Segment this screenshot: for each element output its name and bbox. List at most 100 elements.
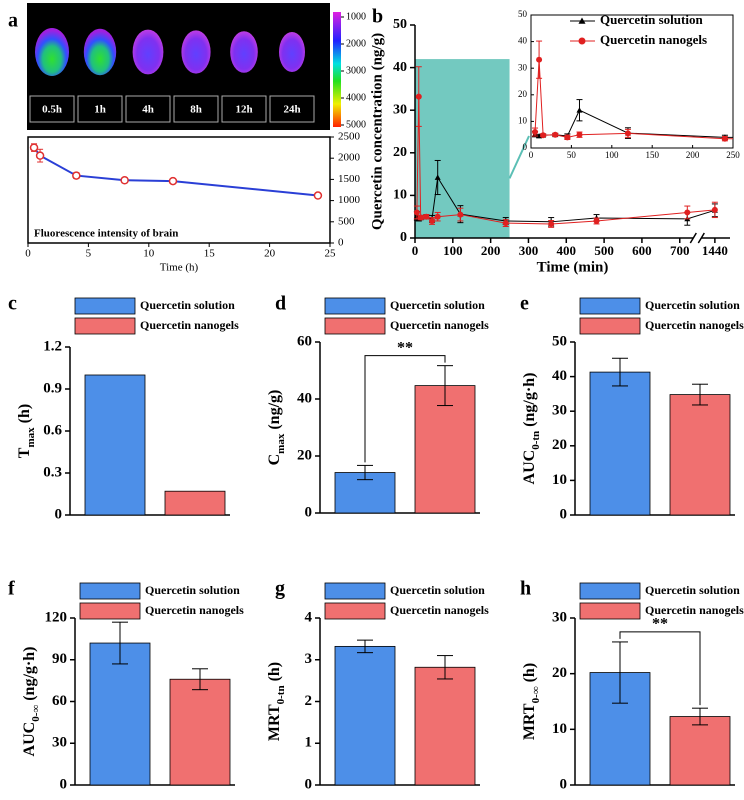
y-tick-label: 30	[52, 735, 67, 751]
legend-swatch	[74, 317, 136, 335]
colorbar-label: 1000	[346, 11, 366, 22]
marker	[434, 174, 441, 180]
annotation: Fluorescence intensity of brain	[34, 228, 178, 240]
y-label-sub: max	[275, 433, 287, 454]
x-tick-label: 10	[143, 248, 155, 260]
y-tick-label: 0	[400, 230, 407, 245]
y-tick-label: 20	[297, 447, 312, 463]
y-tick-label: 10	[552, 472, 567, 488]
time-label: 4h	[142, 104, 154, 116]
x-tick-label: 500	[594, 243, 614, 258]
legend-label: Quercetin solution	[600, 12, 703, 27]
x-axis-label: Time (h)	[160, 262, 199, 274]
y-label-unit: (ng/g)	[266, 390, 283, 430]
marker	[576, 107, 583, 113]
marker	[502, 220, 509, 227]
y-label-main: AUC	[21, 722, 38, 757]
marker	[578, 17, 586, 24]
legend-swatch	[79, 602, 141, 620]
x-tick-label: 300	[519, 243, 539, 258]
colorbar-label: 3000	[346, 65, 366, 76]
y-label-main: C	[266, 454, 283, 466]
y-tick-label: 2000	[338, 152, 361, 164]
y-tick-label: 1.2	[43, 338, 62, 354]
legend-swatch	[579, 317, 641, 335]
label-box	[29, 95, 75, 123]
marker	[72, 171, 81, 180]
bar	[89, 642, 151, 786]
time-label: 8h	[190, 104, 202, 116]
legend-label: Quercetin nanogels	[140, 318, 239, 332]
label-box	[173, 95, 219, 123]
panel-letter: b	[372, 6, 383, 28]
brain-image	[279, 32, 305, 72]
y-label-main: MRT	[266, 704, 283, 741]
legend-label: Quercetin solution	[645, 298, 740, 312]
marker	[711, 206, 718, 213]
panel-letter: d	[275, 293, 286, 315]
y-tick-label: 1	[305, 735, 313, 751]
bar	[589, 371, 651, 516]
legend-label: Quercetin nanogels	[145, 603, 244, 617]
marker	[29, 143, 39, 152]
bar	[169, 678, 231, 786]
y-label-main: T	[16, 447, 33, 458]
colorbar-label: 4000	[346, 92, 366, 103]
y-label-sub: 0-tn	[530, 431, 542, 450]
significance: **	[652, 616, 668, 633]
axis-break	[689, 232, 697, 244]
marker	[417, 214, 424, 221]
y-tick-label: 0	[560, 776, 568, 792]
x-tick-label: 0	[412, 243, 419, 258]
axis-break	[697, 232, 705, 244]
inset-y-tick-label: 30	[518, 62, 528, 72]
inset-y-tick-label: 0	[523, 142, 528, 152]
y-label-unit: (h)	[16, 404, 33, 424]
y-label-unit: (h)	[266, 662, 283, 682]
marker	[564, 134, 571, 141]
legend-swatch	[579, 582, 641, 600]
data-line	[416, 96, 715, 225]
brain-image	[181, 30, 211, 74]
x-tick-label: 20	[264, 248, 276, 260]
panel-letter: c	[8, 293, 17, 315]
inset-x-tick-label: 100	[605, 150, 619, 160]
y-tick-label: 10	[552, 721, 567, 737]
y-axis-label: Cmax (ng/g)	[266, 390, 287, 466]
y-tick-label: 2	[305, 693, 313, 709]
y-tick-label: 60	[297, 333, 312, 349]
significance-bracket	[619, 631, 701, 706]
marker	[578, 37, 586, 45]
label-box	[125, 95, 171, 123]
marker	[313, 191, 323, 200]
y-tick-label: 1000	[338, 194, 361, 206]
y-label-sub: 0-∞	[30, 705, 42, 722]
bar	[164, 490, 226, 516]
inset-x-tick-label: 0	[529, 150, 534, 160]
x-tick-label: 25	[325, 248, 337, 260]
y-tick-label: 0	[305, 504, 313, 520]
label-box	[269, 95, 315, 123]
brain-image	[230, 31, 258, 73]
time-label: 24h	[283, 104, 300, 116]
inset-y-tick-label: 10	[518, 115, 528, 125]
y-label-unit: (ng/g·h)	[521, 373, 538, 427]
inset-y-tick-label: 40	[518, 36, 528, 46]
bar	[669, 394, 731, 516]
panel-letter: e	[520, 293, 529, 315]
y-tick-label: 30	[393, 102, 407, 117]
bar	[84, 374, 146, 516]
marker	[593, 217, 600, 224]
legend-label: Quercetin solution	[145, 583, 240, 597]
y-tick-label: 10	[393, 188, 407, 203]
marker	[548, 220, 555, 227]
brain-image	[132, 29, 164, 75]
inset-x-tick-label: 200	[686, 150, 700, 160]
y-tick-label: 0	[560, 506, 568, 522]
y-tick-label: 2500	[338, 131, 361, 143]
legend-swatch	[79, 582, 141, 600]
marker	[684, 209, 691, 216]
legend-label: Quercetin nanogels	[390, 318, 489, 332]
y-label-unit: (ng/g·h)	[21, 647, 38, 701]
